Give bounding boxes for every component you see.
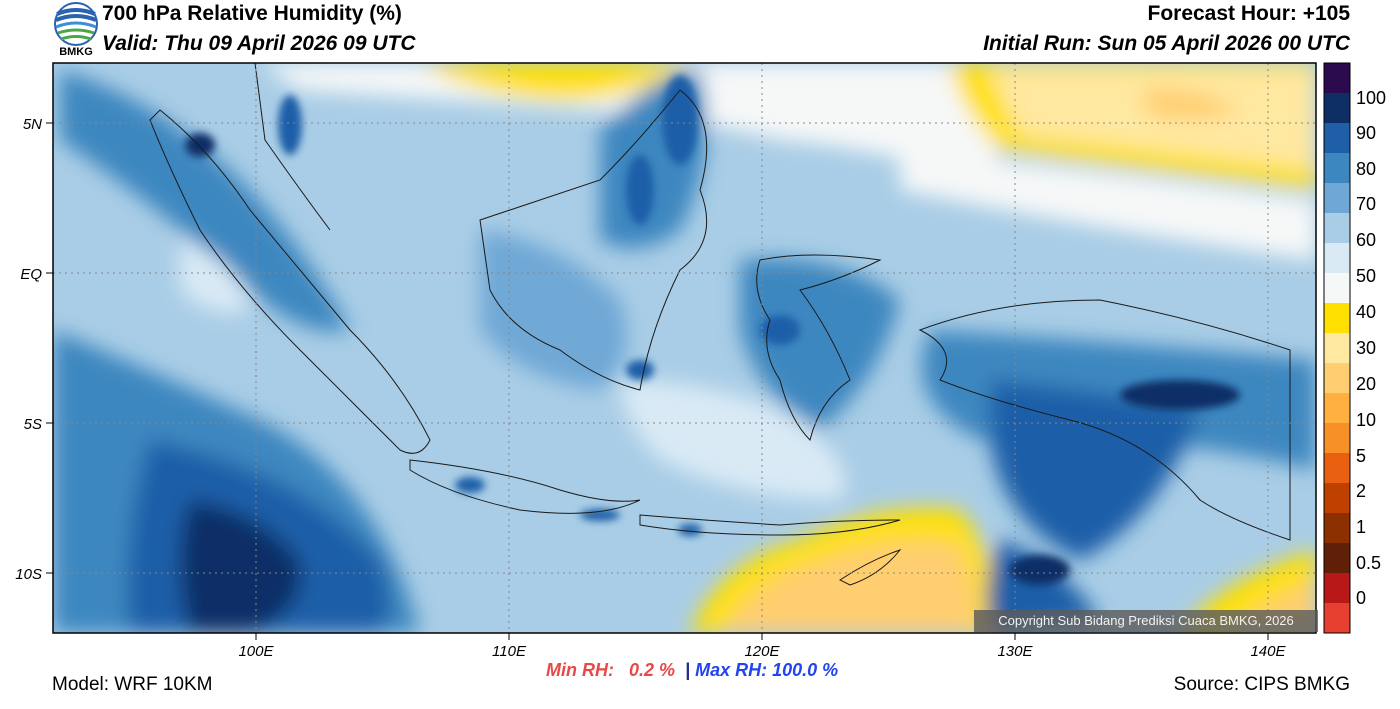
- colorbar-swatch: [1324, 93, 1350, 124]
- colorbar-swatch: [1324, 483, 1350, 514]
- convective-cores: [185, 75, 1240, 585]
- colorbar-swatch: [1324, 333, 1350, 364]
- colorbar-swatch: [1324, 123, 1350, 154]
- lon-label-100e: 100E: [238, 643, 274, 660]
- bmkg-logo: BMKG: [52, 0, 100, 60]
- lon-label-120e: 120E: [744, 643, 780, 660]
- min-rh-value: 0.2 %: [629, 660, 676, 680]
- min-max-separator: |: [685, 660, 691, 680]
- colorbar-label-0: 0: [1356, 588, 1366, 608]
- colorbar-swatch: [1324, 543, 1350, 574]
- map-field: [53, 63, 1316, 633]
- colorbar-label-80: 80: [1356, 159, 1376, 179]
- colorbar-swatch: [1324, 63, 1350, 94]
- colorbar-swatch: [1324, 243, 1350, 274]
- colorbar-label-30: 30: [1356, 338, 1376, 358]
- colorbar-swatch: [1324, 363, 1350, 394]
- colorbar-labels: 100 90 80 70 60 50 40 30 20 10 5 2 1 0.5…: [1356, 88, 1386, 608]
- colorbar-label-90: 90: [1356, 123, 1376, 143]
- forecast-hour: Forecast Hour: +105: [1147, 2, 1351, 25]
- colorbar-frame: [1323, 62, 1351, 634]
- lat-label-eq: EQ: [20, 266, 42, 283]
- min-rh-label: Min RH:: [546, 660, 614, 680]
- initial-run: Initial Run: Sun 05 April 2026 00 UTC: [983, 32, 1350, 55]
- map-frame: [52, 62, 1317, 634]
- colorbar-swatch: [1324, 213, 1350, 244]
- lon-label-140e: 140E: [1250, 643, 1286, 660]
- valid-time: Valid: Thu 09 April 2026 09 UTC: [102, 32, 416, 55]
- colorbar-label-1: 1: [1356, 517, 1366, 537]
- colorbar-label-50: 50: [1356, 266, 1376, 286]
- colorbar-label-70: 70: [1356, 194, 1376, 214]
- graticule: [53, 63, 1316, 633]
- colorbar-swatch: [1324, 423, 1350, 454]
- max-rh-label: Max RH: 100.0 %: [695, 660, 839, 680]
- colorbar-label-40: 40: [1356, 302, 1376, 322]
- colorbar-swatch: [1324, 573, 1350, 604]
- lat-label-5s: 5S: [24, 416, 42, 433]
- bmkg-logo-icon: [54, 2, 98, 46]
- source-label: Source: CIPS BMKG: [1173, 674, 1350, 695]
- colorbar-swatch: [1324, 183, 1350, 214]
- copyright-notice: Copyright Sub Bidang Prediksi Cuaca BMKG…: [974, 610, 1318, 632]
- lat-label-5n: 5N: [23, 116, 42, 133]
- colorbar-label-5: 5: [1356, 446, 1366, 466]
- min-max-readout: Min RH: 0.2 % | Max RH: 100.0 %: [546, 660, 838, 681]
- axis-ticks: [46, 122, 1269, 640]
- colorbar-label-60: 60: [1356, 230, 1376, 250]
- chart-title: 700 hPa Relative Humidity (%): [102, 2, 402, 25]
- lon-label-130e: 130E: [997, 643, 1033, 660]
- colorbar-label-10: 10: [1356, 410, 1376, 430]
- colorbar-label-100: 100: [1356, 88, 1386, 108]
- colorbar-label-20: 20: [1356, 374, 1376, 394]
- colorbar-label-2: 2: [1356, 481, 1366, 501]
- colorbar-swatch: [1324, 603, 1350, 634]
- colorbar-swatch: [1324, 153, 1350, 184]
- colorbar-swatch: [1324, 393, 1350, 424]
- colorbar-swatch: [1324, 513, 1350, 544]
- lat-label-10s: 10S: [15, 566, 42, 583]
- colorbar: [1323, 62, 1351, 634]
- colorbar-swatch: [1324, 303, 1350, 334]
- colorbar-swatch: [1324, 273, 1350, 304]
- model-label: Model: WRF 10KM: [52, 674, 213, 695]
- logo-text: BMKG: [59, 46, 93, 58]
- colorbar-swatch: [1324, 453, 1350, 484]
- coastlines: [149, 63, 1291, 586]
- lon-label-110e: 110E: [492, 643, 527, 660]
- colorbar-label-0-5: 0.5: [1356, 553, 1381, 573]
